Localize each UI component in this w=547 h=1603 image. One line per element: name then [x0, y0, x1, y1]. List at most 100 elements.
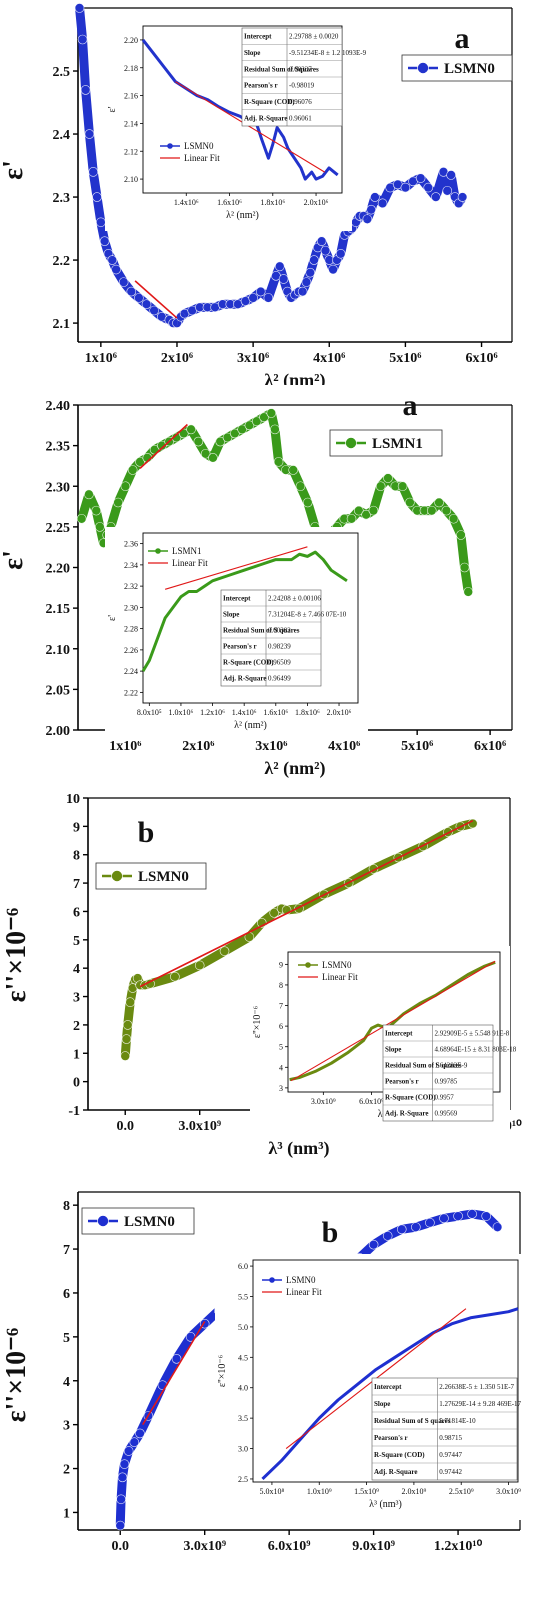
fit-table-key: Residual Sum of S quares — [385, 1062, 462, 1070]
y-tick-label: 2.40 — [46, 399, 71, 414]
x-tick-label: 9.0x10⁹ — [352, 1539, 395, 1554]
inset-fit-line — [164, 546, 308, 590]
data-point — [335, 248, 346, 259]
inset-y-axis-title: ε' — [107, 106, 118, 112]
y-tick-label: 4 — [73, 962, 80, 977]
y-tick-label: 10 — [66, 792, 80, 807]
fit-table-key: Intercept — [244, 33, 272, 41]
x-tick-label: 1.2x10¹⁰ — [434, 1539, 483, 1554]
data-point — [453, 1211, 463, 1221]
fit-table-value: 0.00337 — [289, 65, 312, 73]
fit-table-value: 4.68964E-15 ± 8.31 803E-18 — [435, 1046, 517, 1054]
x-tick-label: 0.0 — [116, 1119, 134, 1134]
data-point — [297, 286, 308, 297]
chart-panel-3: 0.03.0x10⁹6.0x10⁹9.0x10⁹1.2x10¹⁰1.5x10¹⁰… — [0, 780, 547, 1180]
inset-y-tick-label: 2.26 — [124, 646, 138, 655]
inset-y-axis-title: ε''×10⁻⁶ — [252, 1005, 263, 1038]
data-point — [77, 34, 88, 45]
fit-table-key: Slope — [223, 611, 239, 619]
inset-y-tick-label: 2.5 — [238, 1475, 248, 1484]
linear-fit-line — [139, 423, 188, 469]
y-tick-label: 2.00 — [46, 724, 71, 739]
data-point — [423, 182, 434, 193]
inset-legend-marker — [305, 962, 311, 968]
inset-y-tick-label: 2.32 — [124, 582, 138, 591]
inset-x-tick-label: 3.0x10⁹ — [311, 1097, 336, 1106]
fit-table-key: Adj. R-Square — [223, 675, 266, 683]
fit-table-key: Pearson's r — [385, 1078, 419, 1086]
data-point — [135, 1428, 145, 1439]
inset-x-tick-label: 3.0x10⁹ — [496, 1487, 521, 1496]
data-point — [95, 522, 105, 532]
inset-y-tick-label: 9 — [279, 960, 283, 969]
y-tick-label: 2.10 — [46, 643, 71, 658]
data-point — [113, 497, 123, 508]
data-point — [74, 3, 85, 13]
data-point — [368, 1239, 379, 1250]
y-tick-label: 4 — [63, 1375, 70, 1390]
fit-table-value: 1.64282E-9 — [435, 1062, 468, 1070]
inset-y-tick-label: 5.5 — [238, 1292, 248, 1301]
y-tick-label: 8 — [73, 849, 80, 864]
data-point — [115, 1520, 126, 1531]
fit-table-value: 5.71814E-10 — [439, 1417, 476, 1425]
data-point — [80, 85, 91, 95]
inset-x-tick-label: 1.8x10⁶ — [260, 198, 285, 207]
inset-x-tick-label: 1.0x10⁶ — [169, 708, 194, 717]
inset-x-tick-label: 2.5x10⁹ — [449, 1487, 474, 1496]
inset-y-tick-label: 2.34 — [124, 561, 138, 570]
inset-y-tick-label: 2.16 — [124, 92, 138, 101]
y-tick-label: 2 — [73, 1019, 80, 1034]
fit-table-value: 0.97447 — [439, 1451, 462, 1459]
inset-y-tick-label: 6 — [279, 1022, 283, 1031]
data-point — [425, 1217, 435, 1228]
inset-x-tick-label: 1.5x10⁹ — [354, 1487, 379, 1496]
fit-table-value: 1.27629E-14 ± 9.28 469E-17 — [439, 1400, 521, 1408]
inset-y-tick-label: 3 — [279, 1084, 283, 1093]
data-point — [397, 481, 408, 492]
data-point — [157, 440, 167, 451]
fit-table-value: 2.92909E-5 ± 5.548 91E-8 — [435, 1030, 510, 1038]
fit-table-key: Intercept — [385, 1030, 413, 1038]
inset-y-tick-label: 2.12 — [124, 147, 138, 156]
fit-table-value: 0.96061 — [289, 114, 312, 122]
data-point — [320, 245, 331, 256]
data-point — [222, 432, 233, 443]
data-point — [383, 473, 393, 483]
legend-marker — [111, 870, 123, 882]
inset-legend-label-fit: Linear Fit — [172, 558, 208, 568]
fit-table-value: 0.96076 — [289, 98, 312, 106]
inset-legend-label-fit: Linear Fit — [184, 153, 220, 163]
chart-svg-4: 0.0 3.0x10⁹ 6.0x10⁹ 9.0x10⁹ 1.2x10¹⁰ 1 2 3 4 5 6 7 8… — [1, 1191, 528, 1554]
linear-fit-line — [134, 280, 178, 319]
data-point — [96, 217, 106, 228]
fit-table-key: Residual Sum of Squares — [244, 65, 319, 73]
data-point — [141, 299, 152, 309]
data-point — [400, 182, 411, 193]
data-point — [375, 481, 386, 492]
data-point — [459, 562, 470, 573]
data-point — [129, 1437, 140, 1448]
data-point — [215, 436, 226, 447]
inset-x-tick-label: 1.0x10⁹ — [307, 1487, 332, 1496]
data-point — [434, 497, 444, 508]
inset-frame — [142, 532, 359, 704]
data-point — [346, 513, 357, 524]
fit-table-key: Pearson's r — [374, 1434, 408, 1442]
inset-y-axis-title: ε''×10⁻⁶ — [217, 1354, 228, 1387]
data-point — [269, 908, 279, 918]
fit-table-key: Adj. R-Square — [244, 114, 287, 122]
inset-legend-label-data: LSMN1 — [172, 546, 202, 556]
fit-table-value: 0.97442 — [439, 1468, 462, 1476]
data-point — [149, 305, 159, 316]
x-tick-label: 3x10⁶ — [237, 351, 269, 366]
inset-fit-line — [175, 81, 325, 173]
fit-table-key: R-Square (COD) — [385, 1094, 436, 1102]
inset-y-tick-label: 3.5 — [238, 1414, 248, 1423]
inset-y-tick-label: 6.0 — [238, 1262, 248, 1271]
chart-svg-1: 1x10⁶ 2x10⁶ 3x10⁶ 4x10⁶ 5x10⁶ 6x10⁶ 2.1 2.2 2.3 2… — [0, 3, 513, 385]
fit-table-key: Slope — [374, 1400, 390, 1408]
data-point — [278, 274, 289, 284]
y-axis-title: ε''×10⁻⁶ — [1, 1328, 32, 1423]
fit-table-value: 0.98239 — [268, 643, 291, 651]
